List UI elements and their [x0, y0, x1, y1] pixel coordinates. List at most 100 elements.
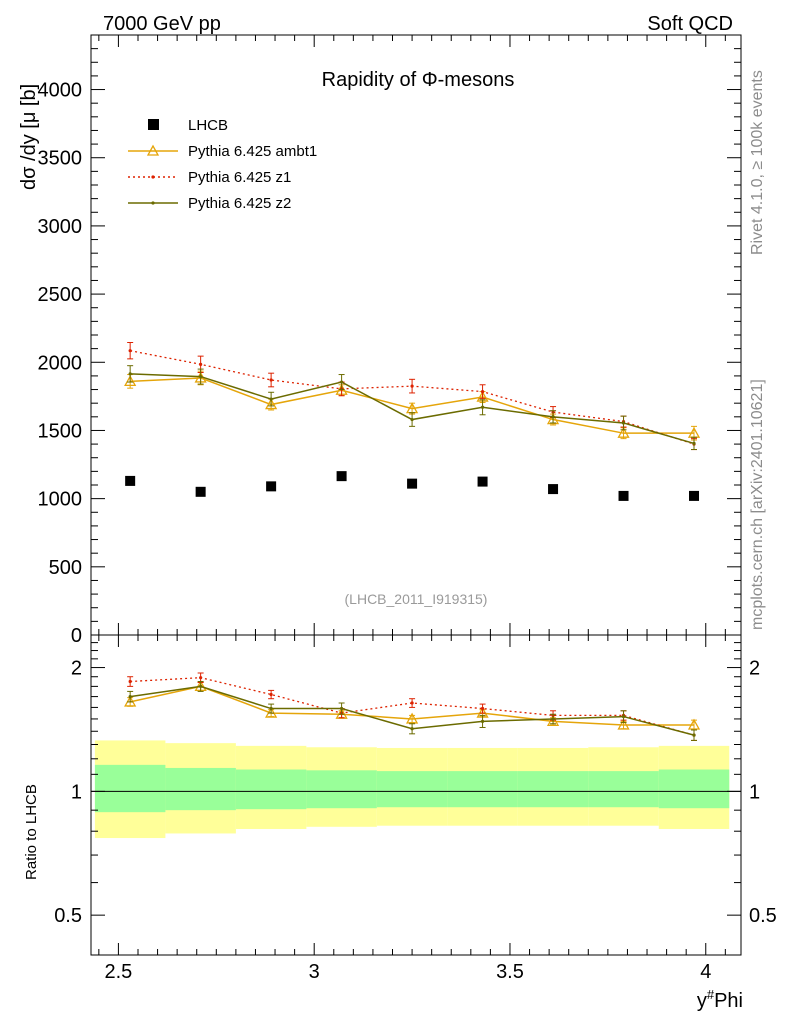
pythia-6-425-z1-point	[410, 384, 414, 388]
ratio-y-axis-label: Ratio to LHCB	[23, 784, 40, 880]
ratio-band-inner	[235, 769, 307, 810]
ratio-pythia-6-425-ambt1-point	[405, 712, 419, 724]
legend-marker-dot	[151, 201, 155, 205]
pythia-6-425-z2-point	[340, 380, 344, 384]
pythia-6-425-z2-point	[551, 415, 555, 419]
legend-marker-triangle	[146, 144, 160, 156]
y-tick-label: 500	[49, 557, 82, 579]
legend-label: Pythia 6.425 ambt1	[188, 143, 317, 160]
lhcb-data-point	[618, 490, 629, 501]
ratio-pythia-6-425-z2-point	[410, 727, 414, 731]
main-axes: 0 500 1000 1500 2000 2500 3000 3500 4000	[38, 34, 741, 647]
analysis-watermark: (LHCB_2011_I919315)	[345, 591, 488, 607]
ratio-data-layer	[91, 672, 741, 839]
pythia-6-425-z1-point	[199, 362, 203, 366]
pythia-6-425-ambt1-point	[265, 398, 278, 410]
lhcb-data-point	[125, 475, 136, 486]
pythia-6-425-z2-point	[410, 417, 414, 422]
pythia-6-425-z2-point	[621, 421, 626, 425]
x-tick-label: 3.5	[496, 961, 524, 983]
ratio-pythia-6-425-ambt1-point	[617, 718, 630, 730]
pythia-6-425-z2-point	[480, 405, 485, 409]
x-axis-label: y#Phi	[697, 987, 743, 1012]
ratio-y-tick-label: 0.5	[54, 905, 82, 927]
ratio-panel: 2.5 3 3.5 4 0.5 0.5 1 1 2 2 Ratio to LHCB	[23, 634, 777, 983]
ratio-y-tick-label-right: 1	[749, 781, 760, 803]
ratio-pythia-6-425-ambt1-point	[546, 714, 560, 726]
ratio-band-inner	[447, 771, 518, 808]
ratio-y-tick-label: 1	[71, 781, 82, 803]
ratio-pythia-6-425-z2-point	[269, 706, 273, 711]
ratio-y-tick-label-right: 2	[749, 658, 760, 680]
pythia-6-425-z1-point	[269, 378, 273, 382]
legend-marker-dot	[151, 175, 155, 179]
header-right: Soft QCD	[647, 13, 733, 35]
ratio-pythia-6-425-z1-point	[269, 692, 273, 697]
pythia-6-425-z2-point	[269, 397, 273, 401]
pythia-6-425-z1-point	[128, 349, 132, 353]
y-tick-label: 4000	[38, 80, 83, 102]
y-tick-label: 3500	[38, 148, 83, 170]
ratio-band-inner	[376, 771, 448, 808]
ratio-band-inner	[517, 771, 589, 808]
mcplots-label: mcplots.cern.ch [arXiv:2401.10621]	[749, 379, 766, 630]
pythia-6-425-z2-point	[128, 372, 132, 376]
ratio-pythia-6-425-z2-point	[551, 717, 555, 721]
legend: LHCB Pythia 6.425 ambt1 Pythia 6.425 z1 Pyt…	[128, 117, 317, 212]
x-tick-label: 3	[309, 961, 320, 983]
x-tick-label: 2.5	[105, 961, 133, 983]
ratio-pythia-6-425-z1-point	[199, 676, 203, 680]
lhcb-data-point	[477, 476, 488, 487]
ratio-band-inner	[658, 769, 730, 809]
ratio-pythia-6-425-z2-point	[340, 706, 344, 711]
ratio-pythia-6-425-z2-point	[621, 714, 626, 719]
pythia-6-425-z1-point	[480, 389, 485, 394]
legend-marker-square	[148, 119, 159, 130]
ratio-pythia-6-425-ambt1-point	[687, 718, 701, 730]
pythia-6-425-ambt1-point	[546, 413, 560, 425]
y-tick-label: 0	[71, 625, 82, 647]
y-axis-label: dσ /dy [μ [b]	[18, 84, 40, 190]
ratio-pythia-6-425-z2-point	[480, 719, 485, 723]
ratio-y-tick-label-right: 0.5	[749, 905, 777, 927]
y-tick-label: 1000	[38, 489, 83, 511]
ratio-band-inner	[94, 764, 166, 813]
rivet-label: Rivet 4.1.0, ≥ 100k events	[749, 70, 766, 255]
legend-label: Pythia 6.425 z1	[188, 169, 291, 186]
ratio-axes: 2.5 3 3.5 4 0.5 0.5 1 1 2 2	[54, 634, 777, 983]
ratio-frame	[90, 634, 742, 956]
ratio-pythia-6-425-z2-point	[199, 684, 203, 688]
main-data-layer	[124, 342, 701, 501]
ratio-band-inner	[306, 770, 377, 809]
legend-label: Pythia 6.425 z2	[188, 195, 291, 212]
plot-title: Rapidity of Φ-mesons	[322, 69, 515, 91]
pythia-6-425-ambt1-point	[617, 426, 630, 438]
lhcb-data-point	[548, 484, 559, 495]
y-tick-label: 1500	[38, 420, 83, 442]
main-panel: 0 500 1000 1500 2000 2500 3000 3500 4000 Rapidit…	[18, 34, 742, 647]
ratio-pythia-6-425-z1-point	[128, 679, 132, 684]
y-tick-label: 3000	[38, 216, 83, 238]
lhcb-data-point	[336, 471, 347, 482]
ratio-band-inner	[165, 767, 236, 811]
ratio-pythia-6-425-z2-point	[128, 694, 132, 699]
pythia-6-425-z2-point	[199, 374, 203, 379]
lhcb-data-point	[689, 490, 700, 501]
ratio-band-inner	[588, 771, 659, 808]
x-tick-label: 4	[700, 961, 711, 983]
pythia-6-425-z2-point	[692, 441, 696, 446]
lhcb-data-point	[195, 486, 206, 497]
lhcb-data-point	[407, 478, 418, 489]
header-left: 7000 GeV pp	[103, 13, 221, 35]
legend-label: LHCB	[188, 117, 228, 134]
ratio-pythia-6-425-z1-point	[410, 701, 414, 705]
ratio-pythia-6-425-z1-point	[480, 706, 485, 711]
ratio-pythia-6-425-z2-point	[692, 733, 696, 737]
lhcb-data-point	[266, 481, 277, 492]
y-tick-label: 2000	[38, 352, 83, 374]
ratio-pythia-6-425-z1-line	[130, 677, 695, 736]
y-tick-label: 2500	[38, 284, 83, 306]
pythia-6-425-ambt1-point	[124, 375, 137, 387]
ratio-y-tick-label: 2	[71, 658, 82, 680]
